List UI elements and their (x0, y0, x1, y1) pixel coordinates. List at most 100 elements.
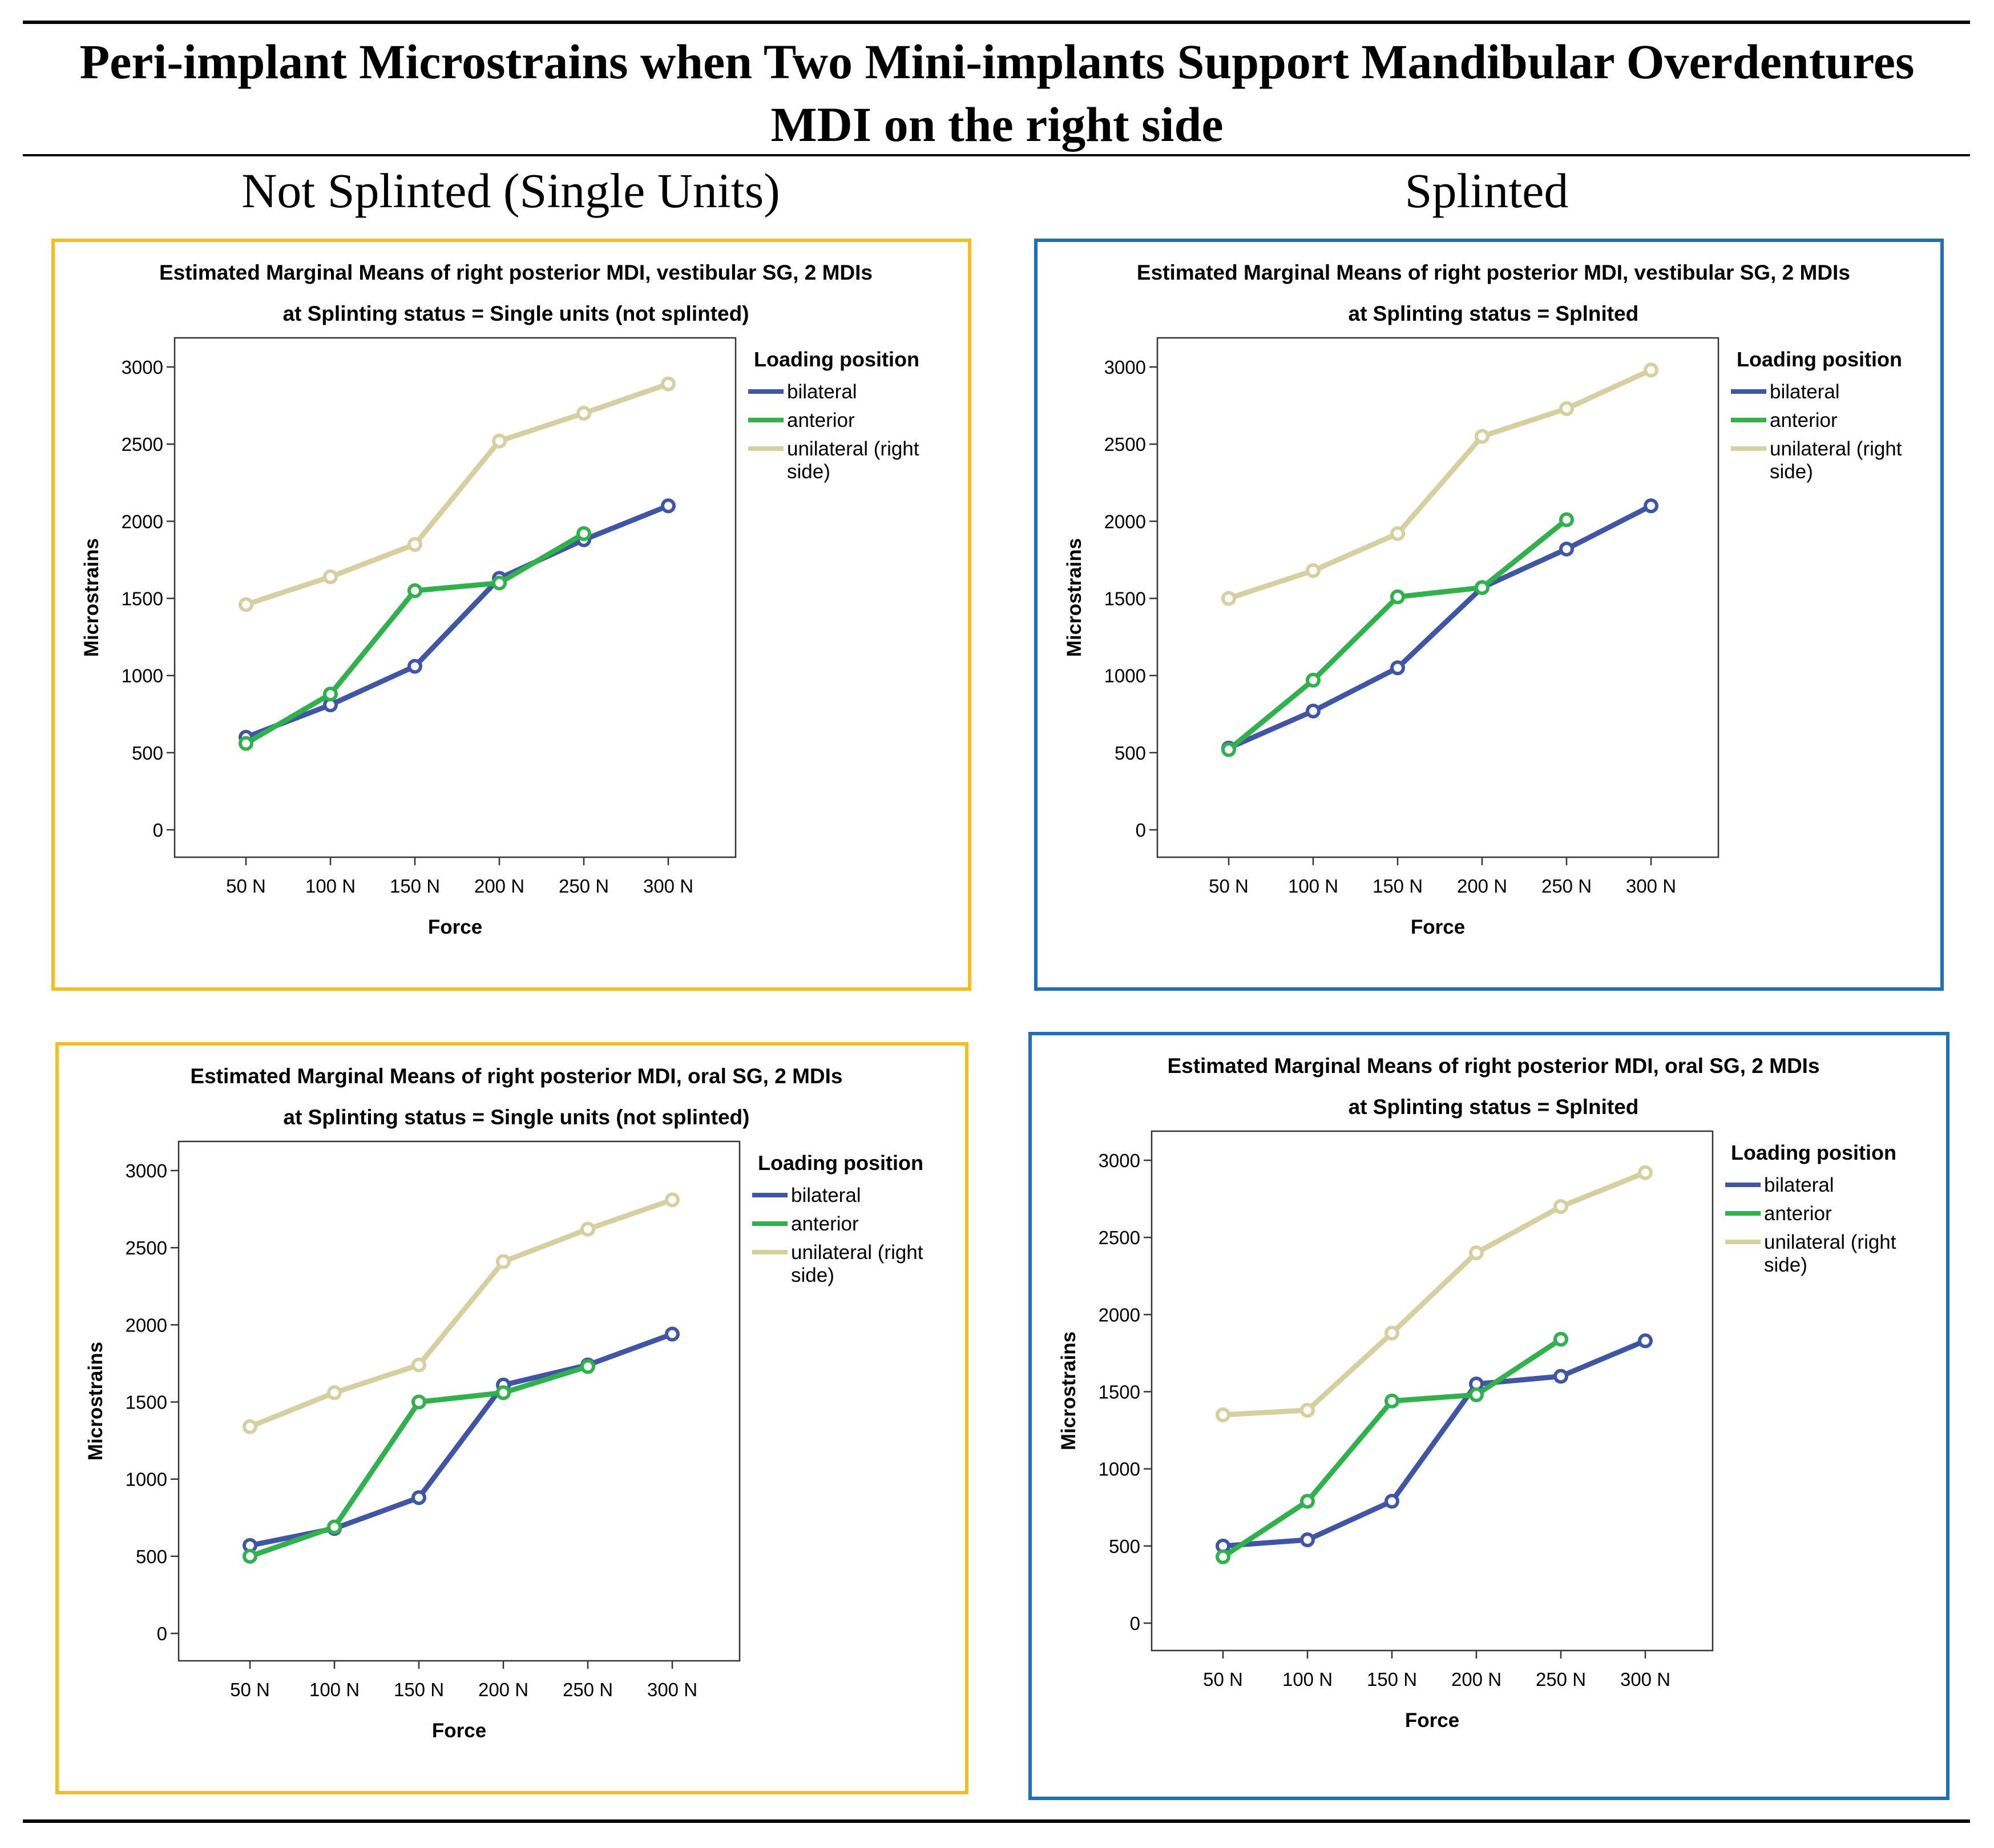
y-tick-label: 0 (1130, 1613, 1140, 1634)
data-point-unilateral (323, 569, 338, 584)
plot-frame (177, 1140, 741, 1662)
line-chart: Estimated Marginal Means of right poster… (1063, 261, 1902, 938)
y-tick-label: 500 (136, 1546, 167, 1567)
y-tick-label: 500 (1109, 1536, 1140, 1557)
x-tick-label: 200 N (478, 1679, 528, 1700)
y-tick-label: 3000 (1099, 1150, 1140, 1171)
x-tick-label: 100 N (1288, 875, 1338, 897)
data-point-bilateral (407, 659, 422, 674)
y-tick-label: 2000 (126, 1314, 167, 1335)
x-tick-label: 250 N (559, 875, 609, 897)
header-rule (23, 154, 1970, 156)
series-line-unilateral (245, 381, 669, 607)
chart-subtitle: at Splinting status = Splnited (1349, 302, 1639, 325)
y-axis-label: Microstrains (84, 1342, 107, 1460)
data-point-unilateral (243, 1419, 257, 1434)
data-point-bilateral (1638, 1333, 1653, 1349)
x-tick-label: 250 N (1536, 1669, 1586, 1690)
x-tick-label: 50 N (1203, 1669, 1243, 1690)
series-line-anterior (1227, 518, 1568, 752)
x-tick-label: 150 N (390, 875, 440, 897)
legend-title: Loading position (754, 348, 919, 371)
chart-title: Estimated Marginal Means of right poster… (190, 1064, 842, 1088)
x-tick-label: 150 N (394, 1679, 444, 1700)
x-tick-label: 50 N (226, 875, 266, 897)
data-point-unilateral (1306, 563, 1321, 578)
data-point-anterior (411, 1394, 426, 1410)
chart-panel-oral-not-splinted: Estimated Marginal Means of right poster… (55, 1042, 968, 1794)
line-chart: Estimated Marginal Means of right poster… (84, 1064, 923, 1742)
data-point-anterior (1300, 1494, 1315, 1509)
legend-title: Loading position (758, 1151, 923, 1175)
y-tick-label: 3000 (122, 357, 163, 378)
data-point-unilateral (1385, 1325, 1399, 1341)
legend-label-bilateral: bilateral (1764, 1174, 1834, 1196)
column-heading-splinted: Splinted (1404, 163, 1569, 218)
x-tick-label: 250 N (1541, 875, 1592, 897)
x-tick-label: 200 N (1457, 875, 1507, 897)
y-tick-label: 2500 (122, 434, 163, 455)
data-point-unilateral (492, 433, 507, 449)
y-tick-label: 2000 (1099, 1304, 1140, 1325)
series-line-bilateral (249, 1331, 673, 1548)
data-point-unilateral (327, 1385, 342, 1401)
y-tick-label: 0 (153, 820, 163, 841)
figure-title-line-2: MDI on the right side (770, 97, 1224, 152)
data-point-unilateral (407, 536, 422, 552)
plot-frame (1151, 1130, 1714, 1652)
legend-label-unilateral-line-2: side) (787, 461, 830, 483)
data-point-anterior (492, 575, 507, 591)
data-point-bilateral (1300, 1532, 1315, 1548)
figure-title-line-1: Peri-implant Microstrains when Two Mini-… (79, 34, 1915, 89)
chart-subtitle: at Splinting status = Single units (not … (283, 1105, 749, 1129)
data-point-unilateral (661, 376, 676, 392)
y-tick-label: 1000 (1104, 665, 1146, 687)
data-point-anterior (580, 1359, 595, 1374)
legend-label-anterior: anterior (787, 409, 855, 431)
data-point-bilateral (1644, 498, 1658, 514)
top-rule (23, 21, 1970, 24)
chart-title: Estimated Marginal Means of right poster… (1137, 261, 1850, 284)
data-point-unilateral (1469, 1245, 1484, 1261)
y-tick-label: 0 (1136, 820, 1146, 841)
series-line-unilateral (1222, 1170, 1646, 1418)
series-line-bilateral (245, 503, 669, 740)
data-point-unilateral (1300, 1402, 1315, 1418)
series-line-bilateral (1228, 503, 1653, 751)
data-point-unilateral (496, 1254, 511, 1269)
data-point-anterior (323, 687, 338, 702)
x-axis-label: Force (1405, 1709, 1459, 1732)
data-point-bilateral (1385, 1494, 1399, 1509)
x-tick-label: 100 N (1282, 1669, 1333, 1690)
data-point-anterior (327, 1519, 342, 1535)
data-point-anterior (1469, 1387, 1484, 1402)
data-point-unilateral (1644, 362, 1658, 378)
legend-label-unilateral: unilateral (right (791, 1241, 923, 1264)
x-tick-label: 100 N (309, 1679, 360, 1700)
data-point-unilateral (239, 597, 253, 612)
y-tick-label: 500 (132, 743, 163, 764)
data-point-unilateral (411, 1357, 426, 1373)
x-tick-label: 300 N (1620, 1669, 1670, 1690)
y-axis-label: Microstrains (1063, 538, 1085, 657)
column-heading-not-splinted: Not Splinted (Single Units) (241, 163, 780, 218)
legend-label-anterior: anterior (1770, 409, 1838, 431)
series-line-unilateral (249, 1197, 673, 1429)
y-tick-label: 0 (157, 1623, 167, 1644)
chart-panel-vestibular-not-splinted: Estimated Marginal Means of right poster… (51, 239, 971, 991)
legend-label-unilateral: unilateral (right (1764, 1231, 1896, 1253)
data-point-anterior (1475, 580, 1490, 595)
legend-label-unilateral: unilateral (right (1770, 438, 1902, 460)
x-tick-label: 250 N (563, 1679, 613, 1700)
bottom-rule (23, 1819, 1970, 1823)
y-tick-label: 2000 (1104, 511, 1146, 532)
x-tick-label: 200 N (1451, 1669, 1501, 1690)
y-tick-label: 500 (1115, 743, 1146, 764)
data-point-bilateral (411, 1490, 426, 1506)
data-point-unilateral (580, 1221, 595, 1237)
legend-label-anterior: anterior (791, 1213, 859, 1235)
line-chart: Estimated Marginal Means of right poster… (1057, 1054, 1896, 1732)
x-tick-label: 100 N (305, 875, 356, 897)
y-tick-label: 1500 (1104, 588, 1146, 610)
series-line-bilateral (1222, 1338, 1646, 1549)
